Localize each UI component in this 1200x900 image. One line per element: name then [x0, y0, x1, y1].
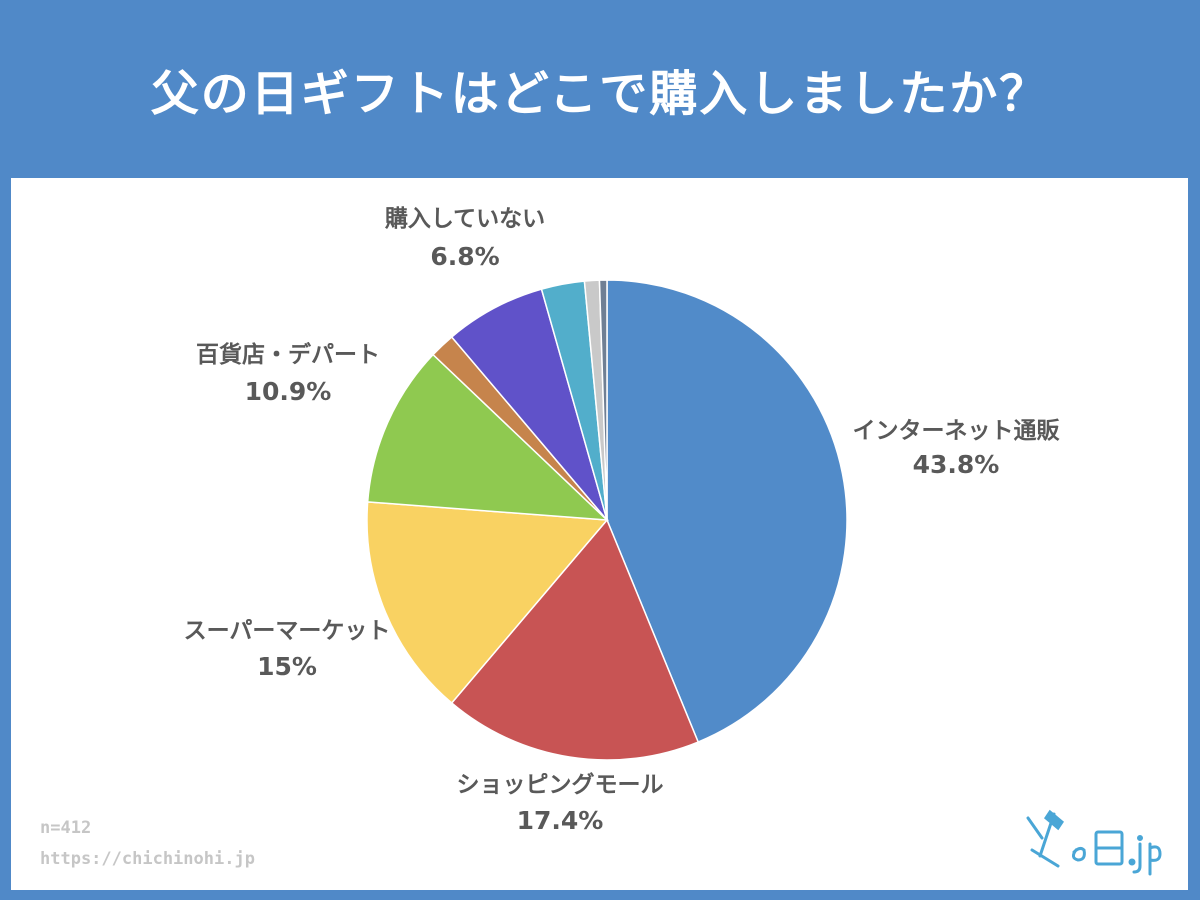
slice-value-2: 15%: [257, 652, 317, 681]
slice-label-3: 百貨店・デパート: [196, 341, 380, 368]
slice-label-5: 購入していない: [385, 206, 545, 232]
pie-slice-3: [366, 353, 610, 521]
slice-label-1: ショッピングモール: [457, 771, 664, 798]
pie-slice-0: [606, 279, 848, 743]
slice-label-2: スーパーマーケット: [184, 618, 391, 644]
slice-label-0: インターネット通販: [853, 418, 1061, 444]
pie-slice-2: [366, 501, 609, 705]
source-url: https://chichinohi.jp: [40, 849, 255, 869]
hammer-logo-icon: [1026, 809, 1162, 876]
slice-value-1: 17.4%: [517, 806, 604, 835]
sample-size-note: n=412: [40, 818, 92, 838]
slice-value-5: 6.8%: [430, 242, 499, 271]
pie-slice-1: [450, 518, 700, 761]
slice-value-3: 10.9%: [245, 377, 332, 406]
slice-value-0: 43.8%: [913, 450, 1000, 479]
chart-title: 父の日ギフトはどこで購入しましたか？: [150, 66, 1050, 122]
pie-slice-8: [598, 279, 608, 521]
